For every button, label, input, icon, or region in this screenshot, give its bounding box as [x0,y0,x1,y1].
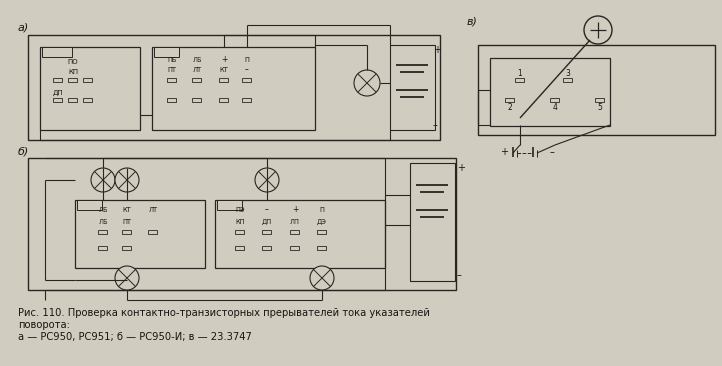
Bar [28,158,456,290]
Bar [243,78,251,82]
Text: 4: 4 [552,104,557,112]
Circle shape [310,266,334,290]
Bar [318,246,326,250]
Text: +: + [433,45,441,55]
Bar [123,246,131,250]
Text: 3: 3 [565,68,570,78]
Circle shape [255,168,279,192]
Bar [217,200,242,210]
Text: +: + [500,147,508,157]
Bar [596,98,604,102]
Bar [410,163,455,281]
Bar [550,98,560,102]
Text: 1: 1 [518,68,523,78]
Bar [290,230,300,234]
Text: ДП: ДП [262,219,272,225]
Text: ЛТ: ЛТ [193,67,201,73]
Text: ПТ: ПТ [168,67,176,73]
Bar [168,98,176,102]
Bar [154,47,179,57]
Bar [318,230,326,234]
Bar [84,98,92,102]
Bar [77,200,102,210]
Bar [516,78,524,82]
Bar [193,78,201,82]
Text: –: – [433,120,438,130]
Bar [123,230,131,234]
Bar [149,230,157,234]
Bar [490,58,610,126]
Text: ПТ: ПТ [123,219,131,225]
Text: –: – [550,147,555,157]
Bar [263,230,271,234]
Text: КП: КП [68,69,78,75]
Text: а — РС950, РС951; б — РС950-И; в — 23.3747: а — РС950, РС951; б — РС950-И; в — 23.37… [18,332,252,342]
Text: ЛП: ЛП [290,219,300,225]
Bar [75,200,205,268]
Bar [290,246,300,250]
Text: П: П [245,57,249,63]
Bar [152,47,315,130]
Bar [98,246,108,250]
Text: ЛБ: ЛБ [98,219,108,225]
Text: поворота:: поворота: [18,320,70,330]
Text: 5: 5 [598,104,602,112]
Text: –: – [265,205,269,214]
Bar [53,78,63,82]
Bar [193,98,201,102]
Text: –: – [457,270,462,280]
Text: а): а) [18,23,30,33]
Bar [98,230,108,234]
Bar [215,200,385,268]
Bar [69,78,77,82]
Circle shape [115,266,139,290]
Bar [235,246,245,250]
Bar [69,98,77,102]
Bar [478,45,715,135]
Text: КТ: КТ [219,67,228,73]
Bar [28,35,440,140]
Text: ПБ: ПБ [168,57,177,63]
Text: ЛБ: ЛБ [98,207,108,213]
Text: ДП: ДП [53,90,64,96]
Text: П: П [320,207,324,213]
Bar [235,230,245,234]
Circle shape [91,168,115,192]
Text: в): в) [467,17,478,27]
Text: +: + [221,56,227,64]
Text: Рис. 110. Проверка контактно-транзисторных прерывателей тока указателей: Рис. 110. Проверка контактно-транзисторн… [18,308,430,318]
Bar [563,78,573,82]
Circle shape [115,168,139,192]
Bar [40,47,140,130]
Bar [168,78,176,82]
Circle shape [584,16,612,44]
Bar [219,98,228,102]
Text: КТ: КТ [123,207,131,213]
Text: –: – [245,66,249,75]
Text: ПЭ: ПЭ [235,207,245,213]
Bar [84,78,92,82]
Text: КП: КП [235,219,245,225]
Circle shape [354,70,380,96]
Bar [505,98,515,102]
Text: +: + [292,205,298,214]
Text: ЛТ: ЛТ [149,207,157,213]
Bar [219,78,228,82]
Bar [390,45,435,130]
Text: ДЭ: ДЭ [317,219,327,225]
Text: +: + [457,163,465,173]
Text: б): б) [18,147,30,157]
Text: 2: 2 [508,104,513,112]
Bar [263,246,271,250]
Text: ПО: ПО [68,59,78,65]
Text: ЛБ: ЛБ [192,57,201,63]
Bar [42,47,72,57]
Bar [243,98,251,102]
Bar [53,98,63,102]
